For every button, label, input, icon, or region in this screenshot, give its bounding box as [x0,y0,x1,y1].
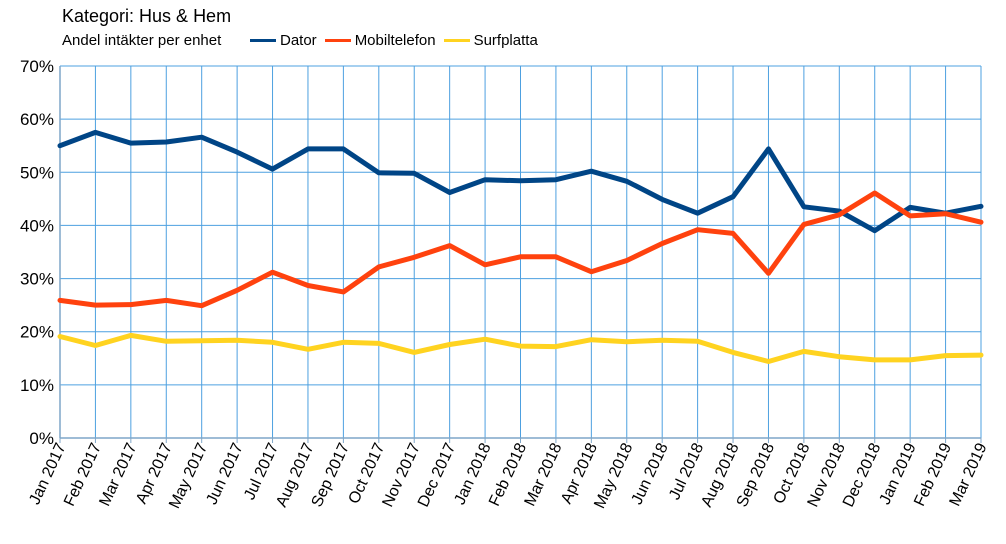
x-tick-label: Jul 2017 [241,440,282,502]
legend-item-mobiltelefon: Mobiltelefon [324,32,436,49]
y-tick-label: 70% [20,57,54,76]
legend-item-surfplatta: Surfplatta [443,32,538,49]
y-tick-label: 20% [20,323,54,342]
y-tick-label: 10% [20,376,54,395]
y-tick-label: 50% [20,163,54,182]
series-line-dator [57,129,984,234]
legend: Dator Mobiltelefon Surfplatta [250,32,546,49]
legend-swatch-mobiltelefon [324,39,351,42]
chart-title: Kategori: Hus & Hem [62,6,232,26]
y-tick-label: 40% [20,216,54,235]
y-tick-label: 0% [29,429,54,448]
series-line-surfplatta [57,332,984,364]
y-tick-label: 30% [20,270,54,289]
legend-label-dator: Dator [280,32,317,49]
y-tick-label: 60% [20,110,54,129]
legend-swatch-surfplatta [443,39,470,42]
x-tick-label: Jul 2018 [666,440,707,502]
legend-swatch-dator [250,39,276,42]
legend-label-mobiltelefon: Mobiltelefon [354,32,436,49]
legend-item-dator: Dator [250,32,317,49]
legend-label-surfplatta: Surfplatta [473,32,538,49]
y-axis-label: Andel intäkter per enhet [62,32,222,49]
series-line-mobiltelefon [57,190,984,309]
